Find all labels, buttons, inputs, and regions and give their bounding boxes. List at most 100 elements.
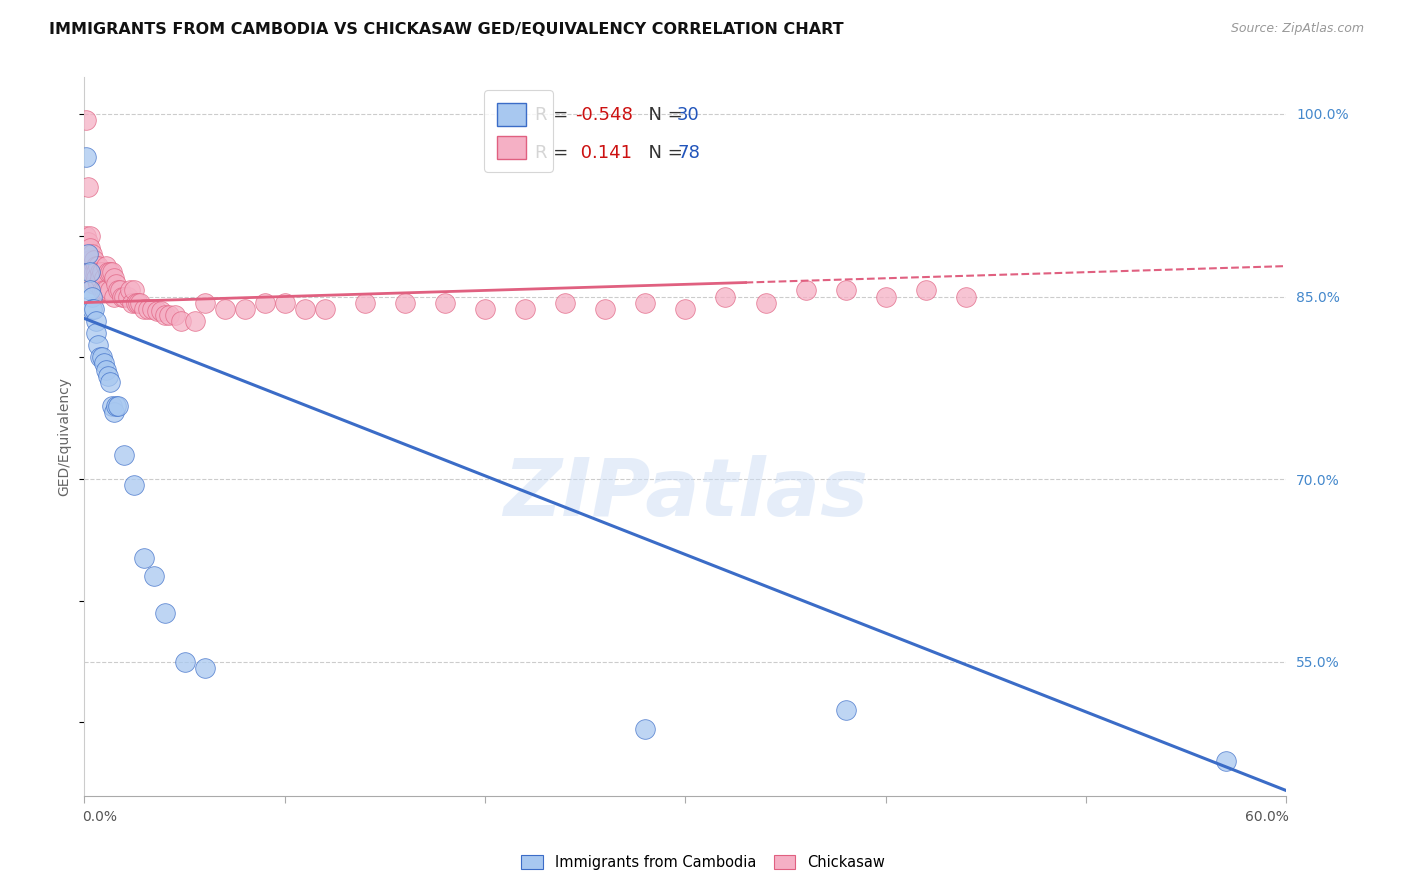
Point	[97, 265, 120, 279]
Point	[79, 241, 101, 255]
Point	[93, 271, 115, 285]
Point	[120, 284, 142, 298]
Point	[86, 271, 108, 285]
Point	[77, 235, 100, 249]
Text: N =: N =	[637, 144, 689, 161]
Point	[124, 478, 146, 492]
Point	[157, 308, 180, 322]
Point	[149, 304, 172, 318]
Point	[595, 301, 617, 316]
Point	[77, 180, 100, 194]
Point	[86, 265, 108, 279]
Text: R =: R =	[536, 144, 574, 161]
Point	[91, 265, 114, 279]
Point	[86, 314, 108, 328]
Point	[124, 284, 146, 298]
Legend: , : ,	[484, 90, 553, 171]
Point	[117, 289, 139, 303]
Point	[93, 356, 115, 370]
Point	[105, 399, 128, 413]
Text: 60.0%: 60.0%	[1244, 810, 1288, 824]
Point	[103, 405, 125, 419]
Point	[914, 284, 936, 298]
Point	[100, 265, 122, 279]
Point	[105, 277, 128, 292]
Point	[314, 301, 336, 316]
Point	[434, 295, 457, 310]
Point	[127, 295, 149, 310]
Point	[83, 277, 105, 292]
Point	[87, 277, 110, 292]
Point	[111, 289, 134, 303]
Point	[474, 301, 496, 316]
Point	[87, 338, 110, 352]
Point	[253, 295, 276, 310]
Point	[673, 301, 696, 316]
Point	[153, 308, 176, 322]
Point	[143, 569, 166, 583]
Y-axis label: GED/Equivalency: GED/Equivalency	[58, 377, 72, 496]
Point	[91, 284, 114, 298]
Point	[955, 289, 977, 303]
Point	[79, 265, 101, 279]
Point	[82, 265, 104, 279]
Point	[89, 265, 111, 279]
Point	[134, 301, 156, 316]
Point	[714, 289, 737, 303]
Point	[875, 289, 897, 303]
Text: IMMIGRANTS FROM CAMBODIA VS CHICKASAW GED/EQUIVALENCY CORRELATION CHART: IMMIGRANTS FROM CAMBODIA VS CHICKASAW GE…	[49, 22, 844, 37]
Point	[183, 314, 205, 328]
Point	[79, 284, 101, 298]
Point	[1215, 755, 1237, 769]
Point	[554, 295, 576, 310]
Point	[83, 252, 105, 267]
Point	[86, 326, 108, 340]
Point	[110, 284, 132, 298]
Point	[754, 295, 776, 310]
Point	[103, 289, 125, 303]
Legend: Immigrants from Cambodia, Chickasaw: Immigrants from Cambodia, Chickasaw	[515, 849, 891, 876]
Point	[515, 301, 537, 316]
Point	[114, 289, 136, 303]
Point	[1315, 265, 1337, 279]
Text: 0.0%: 0.0%	[83, 810, 117, 824]
Text: Source: ZipAtlas.com: Source: ZipAtlas.com	[1230, 22, 1364, 36]
Point	[107, 399, 129, 413]
Point	[134, 551, 156, 566]
Point	[634, 295, 657, 310]
Point	[233, 301, 256, 316]
Text: R =: R =	[536, 106, 574, 124]
Point	[121, 295, 143, 310]
Point	[634, 722, 657, 736]
Point	[77, 247, 100, 261]
Text: 78: 78	[678, 144, 700, 161]
Point	[107, 284, 129, 298]
Point	[141, 301, 163, 316]
Point	[82, 247, 104, 261]
Point	[100, 284, 122, 298]
Text: ZIPatlas: ZIPatlas	[503, 455, 868, 533]
Point	[75, 150, 97, 164]
Point	[101, 399, 124, 413]
Point	[89, 271, 111, 285]
Point	[138, 301, 160, 316]
Point	[83, 301, 105, 316]
Point	[294, 301, 316, 316]
Point	[194, 295, 217, 310]
Point	[79, 252, 101, 267]
Point	[97, 368, 120, 383]
Point	[96, 259, 118, 273]
Point	[173, 655, 195, 669]
Point	[83, 265, 105, 279]
Point	[354, 295, 377, 310]
Point	[145, 304, 167, 318]
Point	[169, 314, 191, 328]
Point	[1336, 265, 1358, 279]
Point	[89, 351, 111, 365]
Point	[153, 606, 176, 620]
Point	[129, 295, 152, 310]
Text: -0.548: -0.548	[575, 106, 633, 124]
Point	[75, 228, 97, 243]
Point	[82, 301, 104, 316]
Text: N =: N =	[637, 106, 689, 124]
